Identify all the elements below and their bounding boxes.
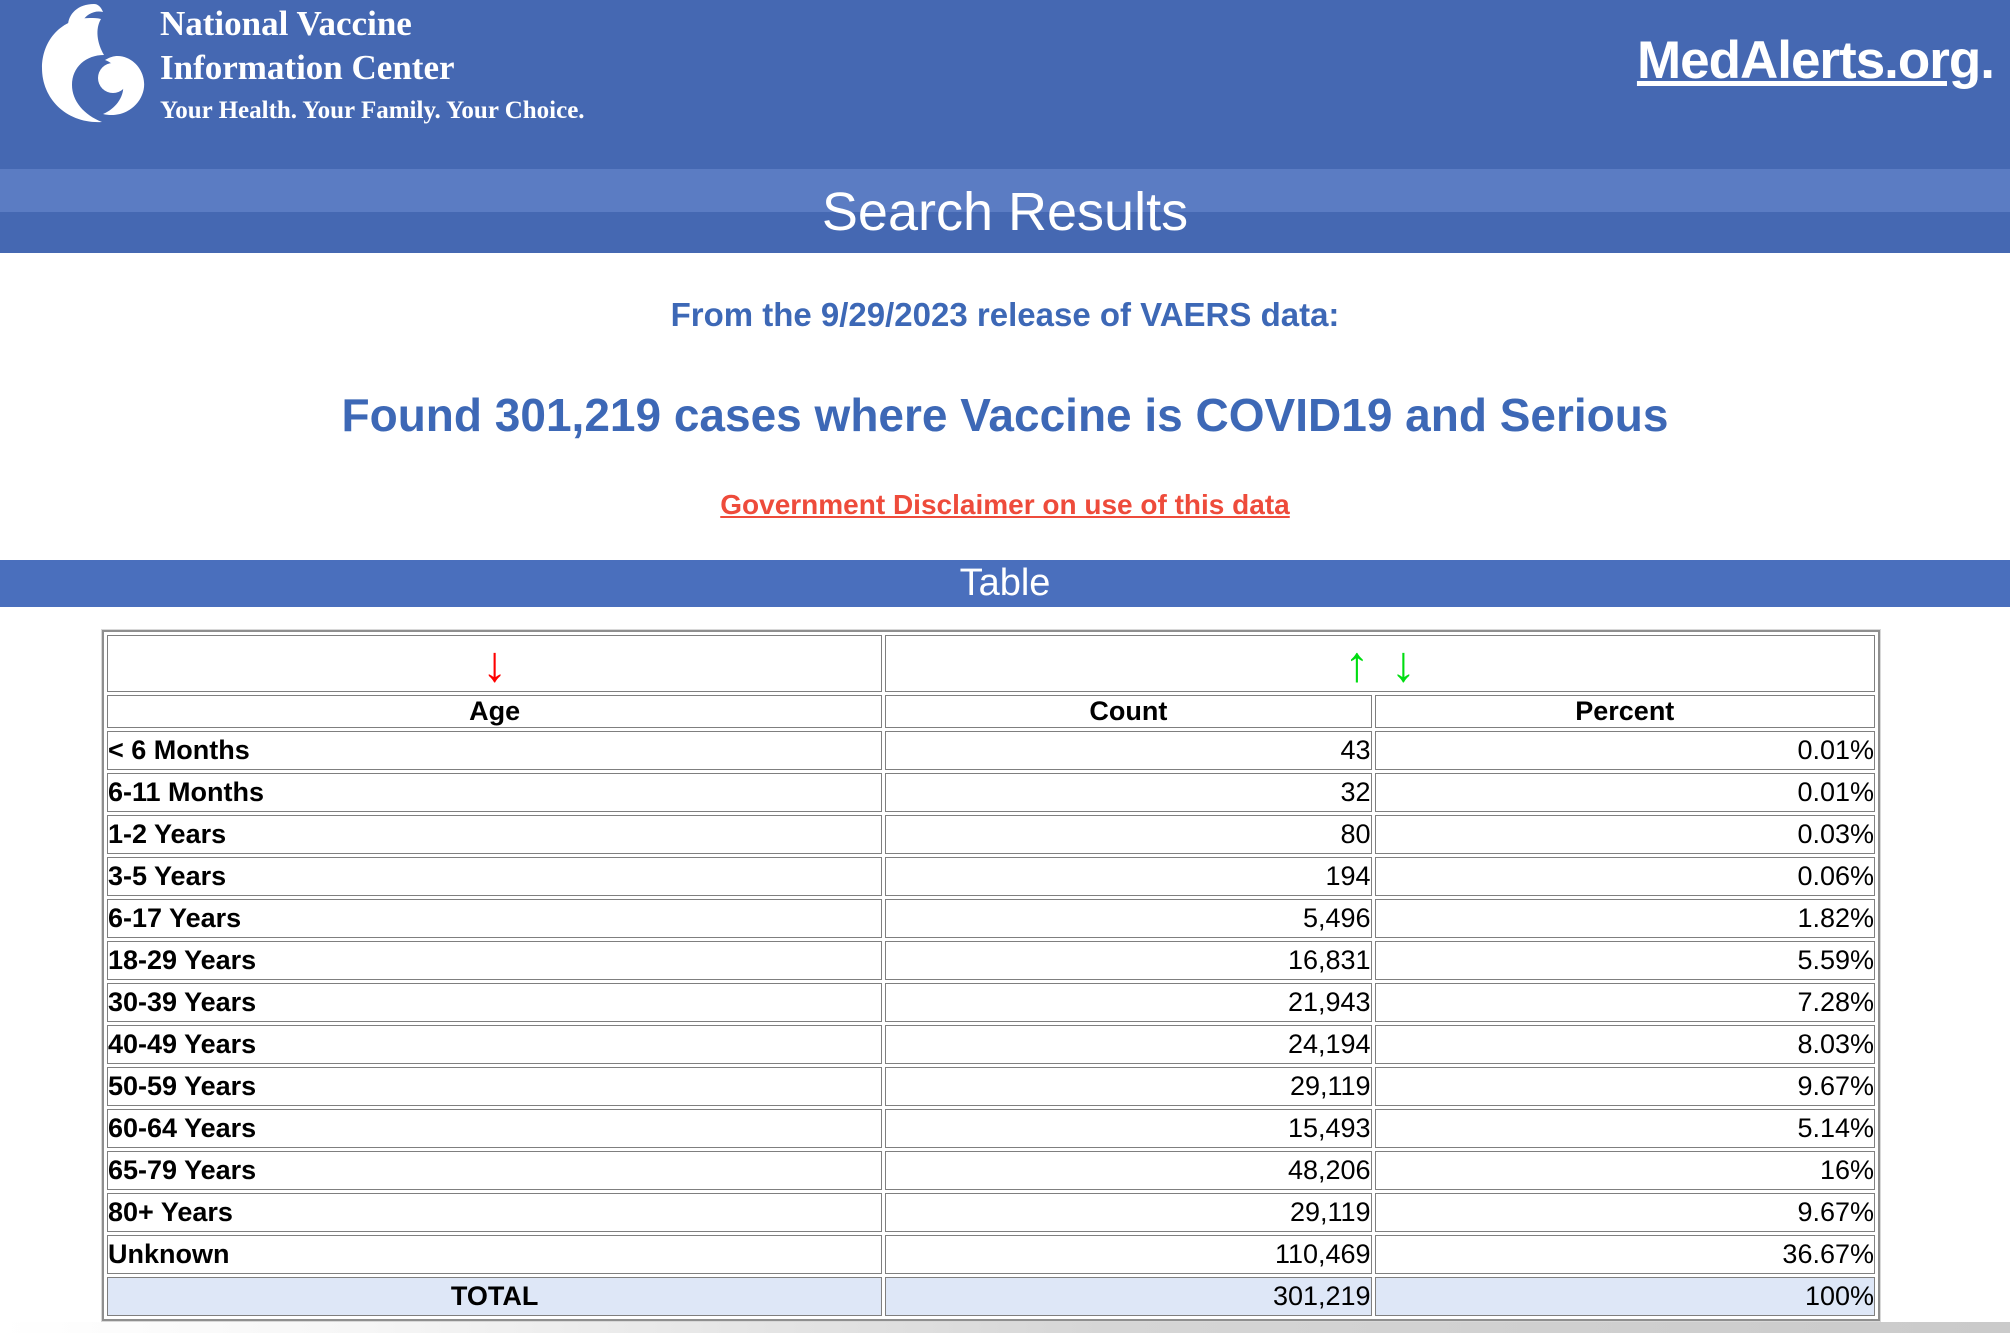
percent-cell: 16% <box>1374 1151 1875 1190</box>
disclaimer-wrap: Government Disclaimer on use of this dat… <box>0 488 2010 527</box>
search-results-banner: Search Results <box>0 169 2010 253</box>
age-cell: 40-49 Years <box>107 1025 883 1064</box>
total-row: TOTAL 301,219 100% <box>107 1277 1875 1316</box>
table-row: < 6 Months 43 0.01% <box>107 731 1875 770</box>
percent-cell: 9.67% <box>1374 1067 1875 1106</box>
site-link-period: . <box>1980 31 1995 90</box>
table-row: 18-29 Years 16,831 5.59% <box>107 941 1875 980</box>
table-row: 60-64 Years 15,493 5.14% <box>107 1109 1875 1148</box>
percent-cell: 9.67% <box>1374 1193 1875 1232</box>
count-cell: 24,194 <box>885 1025 1372 1064</box>
table-row: 6-17 Years 5,496 1.82% <box>107 899 1875 938</box>
release-line: From the 9/29/2023 release of VAERS data… <box>670 296 1340 333</box>
percent-cell: 1.82% <box>1374 899 1875 938</box>
age-cell: 30-39 Years <box>107 983 883 1022</box>
count-cell: 32 <box>885 773 1372 812</box>
table-section-banner: Table <box>0 560 2010 607</box>
sort-controls-row: ↓ ↑ ↓ <box>107 635 1875 692</box>
page-title: Search Results <box>821 182 1189 242</box>
column-header-percent: Percent <box>1374 695 1875 728</box>
count-cell: 15,493 <box>885 1109 1372 1148</box>
sort-value-ascending-icon[interactable]: ↑ <box>1344 635 1370 692</box>
count-cell: 21,943 <box>885 983 1372 1022</box>
sort-age-descending-icon[interactable]: ↓ <box>482 635 508 692</box>
column-header-age: Age <box>107 695 883 728</box>
age-cell: 60-64 Years <box>107 1109 883 1148</box>
table-row: 40-49 Years 24,194 8.03% <box>107 1025 1875 1064</box>
percent-cell: 7.28% <box>1374 983 1875 1022</box>
percent-cell: 5.59% <box>1374 941 1875 980</box>
table-row: 1-2 Years 80 0.03% <box>107 815 1875 854</box>
age-cell: 3-5 Years <box>107 857 883 896</box>
percent-cell: 0.06% <box>1374 857 1875 896</box>
org-name-line2: Information Center <box>160 48 455 87</box>
org-title-block: National Vaccine Information Center Your… <box>160 2 585 126</box>
total-percent-cell: 100% <box>1374 1277 1875 1316</box>
medalerts-link[interactable]: MedAlerts.org <box>1636 31 1981 90</box>
value-sort-cell: ↑ ↓ <box>885 635 1875 692</box>
percent-cell: 0.03% <box>1374 815 1875 854</box>
bottom-shadow-strip <box>0 1322 2010 1333</box>
site-header: National Vaccine Information Center Your… <box>0 0 2010 169</box>
percent-cell: 0.01% <box>1374 773 1875 812</box>
total-count-cell: 301,219 <box>885 1277 1372 1316</box>
count-cell: 43 <box>885 731 1372 770</box>
count-cell: 16,831 <box>885 941 1372 980</box>
age-cell: < 6 Months <box>107 731 883 770</box>
age-cell: 50-59 Years <box>107 1067 883 1106</box>
age-cell: 65-79 Years <box>107 1151 883 1190</box>
table-row: 3-5 Years 194 0.06% <box>107 857 1875 896</box>
age-cell: 1-2 Years <box>107 815 883 854</box>
banner-highlight-stripe <box>0 169 2010 212</box>
count-cell: 29,119 <box>885 1193 1372 1232</box>
nvic-mother-child-logo-icon <box>42 4 145 123</box>
age-sort-cell: ↓ <box>107 635 883 692</box>
age-distribution-table: ↓ ↑ ↓ Age Count Percent < 6 Months 43 0.01… <box>102 630 1880 1321</box>
count-cell: 29,119 <box>885 1067 1372 1106</box>
government-disclaimer-link[interactable]: Government Disclaimer on use of this dat… <box>720 489 1290 520</box>
total-label-cell: TOTAL <box>107 1277 883 1316</box>
table-row: 80+ Years 29,119 9.67% <box>107 1193 1875 1232</box>
sort-value-descending-icon[interactable]: ↓ <box>1390 635 1416 692</box>
table-row: 65-79 Years 48,206 16% <box>107 1151 1875 1190</box>
results-summary: From the 9/29/2023 release of VAERS data… <box>0 253 2010 527</box>
percent-cell: 36.67% <box>1374 1235 1875 1274</box>
count-cell: 110,469 <box>885 1235 1372 1274</box>
age-cell: Unknown <box>107 1235 883 1274</box>
table-row: Unknown 110,469 36.67% <box>107 1235 1875 1274</box>
percent-cell: 0.01% <box>1374 731 1875 770</box>
percent-cell: 8.03% <box>1374 1025 1875 1064</box>
count-cell: 48,206 <box>885 1151 1372 1190</box>
age-cell: 18-29 Years <box>107 941 883 980</box>
org-tagline: Your Health. Your Family. Your Choice. <box>160 97 585 124</box>
percent-cell: 5.14% <box>1374 1109 1875 1148</box>
table-row: 6-11 Months 32 0.01% <box>107 773 1875 812</box>
table-row: 50-59 Years 29,119 9.67% <box>107 1067 1875 1106</box>
column-header-row: Age Count Percent <box>107 695 1875 728</box>
table-section-title: Table <box>959 562 1051 604</box>
count-cell: 194 <box>885 857 1372 896</box>
age-cell: 80+ Years <box>107 1193 883 1232</box>
table-row: 30-39 Years 21,943 7.28% <box>107 983 1875 1022</box>
age-cell: 6-17 Years <box>107 899 883 938</box>
org-name-line1: National Vaccine <box>160 4 412 43</box>
site-link-wrap: MedAlerts.org. <box>1636 30 1995 91</box>
column-header-count: Count <box>885 695 1372 728</box>
results-headline: Found 301,219 cases where Vaccine is COV… <box>341 389 1669 441</box>
count-cell: 80 <box>885 815 1372 854</box>
age-cell: 6-11 Months <box>107 773 883 812</box>
count-cell: 5,496 <box>885 899 1372 938</box>
